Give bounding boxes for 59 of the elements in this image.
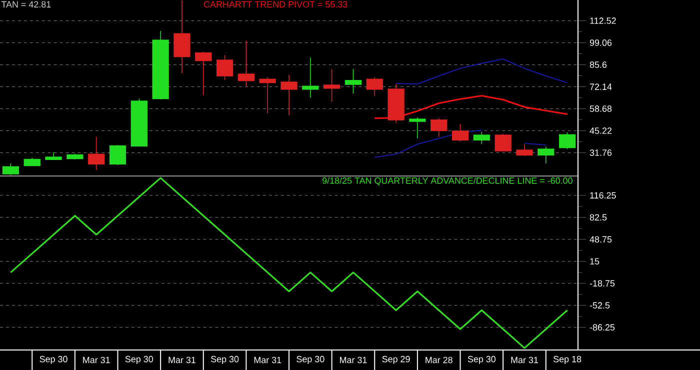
candlestick [66,153,84,160]
x-tick-label: Sep 29 [382,356,410,364]
y-tick-label: 15 [590,258,600,265]
candlestick [280,74,298,116]
candlestick [259,76,276,114]
candlestick [238,40,255,87]
x-tick-label: Mar 28 [426,356,452,364]
y-tick-label: 85.6 [590,62,607,68]
candlestick [366,76,383,96]
chart-title: TAN = 42.81 [1,1,51,8]
candlestick [409,116,426,139]
y-tick-label: -18.75 [590,280,615,287]
candlestick [2,163,20,176]
candlestick [45,152,62,160]
candlestick [388,84,404,124]
y-tick-label: 31.76 [590,150,612,156]
x-tick-label: Sep 30 [210,356,239,364]
y-tick-label: 116.25 [590,192,616,199]
candlestick [109,144,126,166]
candlestick [324,68,340,102]
y-tick-label: 72.14 [590,84,612,90]
candlestick [494,134,512,152]
candlestick [152,30,169,100]
x-tick-label: Sep 30 [40,356,68,364]
x-tick-label: Sep 30 [296,356,324,364]
x-tick-label: Mar 31 [254,356,282,364]
candlestick [558,132,576,150]
candlestick [538,146,554,164]
x-tick-label: Sep 30 [125,356,154,364]
candlestick [473,131,490,145]
line-series [374,94,568,120]
x-tick-label: Mar 31 [83,356,110,364]
y-tick-label: -86.25 [590,324,615,331]
x-tick-label: Sep 18 [554,356,582,364]
candlestick [452,124,469,142]
y-tick-label: 45.22 [590,128,612,134]
chart-title: 9/18/25 TAN QUARTERLY ADVANCE/DECLINE LINE = -60.00 [322,177,572,186]
candlestick [430,118,448,138]
x-tick-label: Mar 31 [340,356,367,364]
candlestick [88,136,105,171]
candlestick [130,98,148,147]
candlestick [516,144,533,156]
x-tick-label: Sep 30 [468,356,496,364]
candlestick [195,51,212,96]
text: CARHARTT TREND PIVOT = 55.33 [204,1,348,8]
y-tick-label: 82.5 [590,214,607,221]
candlestick [216,54,234,80]
x-tick-label: Mar 31 [511,356,538,364]
y-tick-label: -52.5 [590,302,610,309]
y-tick-label: 58.68 [590,106,612,112]
line-series [396,58,568,84]
candlestick [174,0,190,74]
y-tick-label: 48.75 [590,236,612,243]
candlestick [302,57,319,98]
y-tick-label: 99.06 [590,40,612,46]
x-tick-label: Mar 31 [168,356,196,364]
y-tick-label: 112.52 [590,18,616,24]
candlestick [344,68,362,94]
candlestick [24,158,40,166]
